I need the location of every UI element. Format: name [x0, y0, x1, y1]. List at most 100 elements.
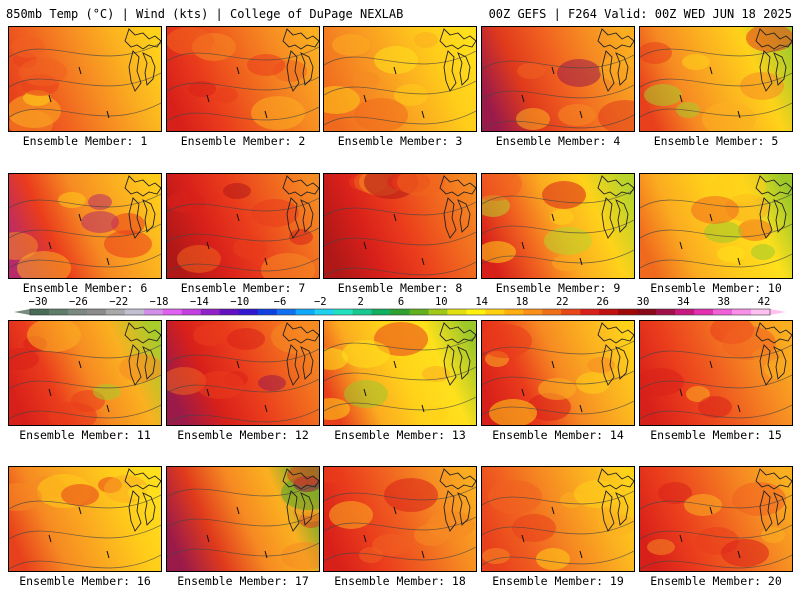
wind-barb [48, 388, 52, 397]
wind-barb [679, 241, 683, 250]
wind-barb [393, 66, 397, 75]
colorbar-swatch [30, 309, 50, 315]
ensemble-member-label: Ensemble Member: 16 [19, 574, 151, 588]
colorbar-swatch [694, 309, 714, 315]
colorbar-tick-label: 22 [555, 296, 569, 308]
colorbar-swatch [409, 309, 429, 315]
wind-barb [236, 506, 240, 515]
temperature-field-map [324, 27, 476, 131]
ensemble-map-panel [323, 173, 477, 279]
colorbar-swatch [124, 309, 145, 315]
wind-barb [551, 360, 555, 369]
temperature-field-map [167, 321, 319, 425]
colorbar-tick-label: 26 [596, 296, 610, 308]
wind-barb [78, 66, 82, 75]
colorbar-swatch [542, 309, 562, 315]
ensemble-member-label: Ensemble Member: 13 [334, 428, 466, 442]
wind-barb [737, 550, 741, 559]
wind-barb [709, 213, 713, 222]
run-valid-time: 00Z GEFS | F264 Valid: 00Z WED JUN 18 20… [488, 7, 792, 21]
colorbar-swatch [67, 309, 88, 315]
wind-barb [393, 213, 397, 222]
ensemble-member-label: Ensemble Member: 1 [22, 134, 148, 148]
great-lakes-outline [597, 322, 634, 386]
colorbar-swatch [751, 309, 771, 315]
ensemble-member-label: Ensemble Member: 12 [177, 428, 309, 442]
ensemble-member-label: Ensemble Member: 15 [650, 428, 782, 442]
wind-barb [264, 404, 268, 413]
colorbar-swatch [105, 309, 126, 315]
wind-barb [264, 110, 268, 119]
great-lakes-outline [755, 175, 792, 239]
ensemble-map-panel [481, 466, 635, 572]
temperature-field-map [167, 174, 319, 278]
great-lakes-outline [439, 468, 476, 532]
colorbar-tick-label: 30 [636, 296, 650, 308]
colorbar-swatch [143, 309, 164, 315]
temperature-field-map [640, 27, 792, 131]
great-lakes-outline [282, 468, 319, 532]
wind-barb [106, 404, 110, 413]
wind-barb [521, 241, 525, 250]
colorbar-swatch [276, 309, 297, 315]
wind-barb [264, 550, 268, 559]
colorbar-swatch [637, 309, 657, 315]
colorbar-swatch [238, 309, 259, 315]
colorbar-swatch [295, 309, 316, 315]
temperature-field-map [640, 467, 792, 571]
great-lakes-outline [124, 322, 161, 386]
ensemble-map-panel [8, 320, 162, 426]
ensemble-map-panel [481, 173, 635, 279]
temperature-field-map [324, 174, 476, 278]
colorbar-swatch [86, 309, 107, 315]
great-lakes-outline [439, 322, 476, 386]
product-title: 850mb Temp (°C) | Wind (kts) | College o… [6, 7, 404, 21]
wind-barb [679, 94, 683, 103]
temperature-field-map [640, 174, 792, 278]
wind-barb [48, 94, 52, 103]
ensemble-member-label: Ensemble Member: 14 [492, 428, 624, 442]
ensemble-member-label: Ensemble Member: 2 [180, 134, 306, 148]
ensemble-member-label: Ensemble Member: 11 [19, 428, 151, 442]
colorbar-swatch [466, 309, 486, 315]
great-lakes-outline [124, 175, 161, 239]
great-lakes-outline [282, 175, 319, 239]
colorbar-swatch [656, 309, 676, 315]
temperature-field-map [9, 321, 161, 425]
ensemble-map-panel [8, 26, 162, 132]
wind-barb [421, 110, 425, 119]
ensemble-map-panel [481, 26, 635, 132]
header-bar: 850mb Temp (°C) | Wind (kts) | College o… [0, 0, 800, 24]
wind-barb [236, 360, 240, 369]
ensemble-member-label: Ensemble Member: 8 [337, 281, 463, 295]
colorbar-tick-label: 14 [475, 296, 489, 308]
colorbar-tick-label: −6 [273, 296, 287, 308]
wind-barb [48, 241, 52, 250]
colorbar-swatch [428, 309, 448, 315]
wind-barb [264, 257, 268, 266]
wind-barb [106, 110, 110, 119]
ensemble-map-panel [639, 466, 793, 572]
wind-barb [48, 534, 52, 543]
wind-barb [206, 534, 210, 543]
colorbar-tick-label: 34 [676, 296, 690, 308]
ensemble-map-panel [323, 320, 477, 426]
wind-barb [421, 404, 425, 413]
ensemble-map-panel [639, 26, 793, 132]
colorbar-swatch [675, 309, 695, 315]
wind-barb [363, 241, 367, 250]
wind-barb [421, 257, 425, 266]
temperature-field-map [640, 321, 792, 425]
colorbar-swatch [162, 309, 183, 315]
wind-barb [521, 388, 525, 397]
colorbar-swatch [257, 309, 278, 315]
ensemble-map-panel [323, 466, 477, 572]
wind-barb [679, 388, 683, 397]
great-lakes-outline [597, 28, 634, 92]
wind-barb [579, 550, 583, 559]
wind-barb [679, 534, 683, 543]
wind-barb [551, 66, 555, 75]
ensemble-map-panel [8, 173, 162, 279]
colorbar-left-arrow [14, 309, 30, 315]
colorbar-tick-label: 10 [434, 296, 448, 308]
